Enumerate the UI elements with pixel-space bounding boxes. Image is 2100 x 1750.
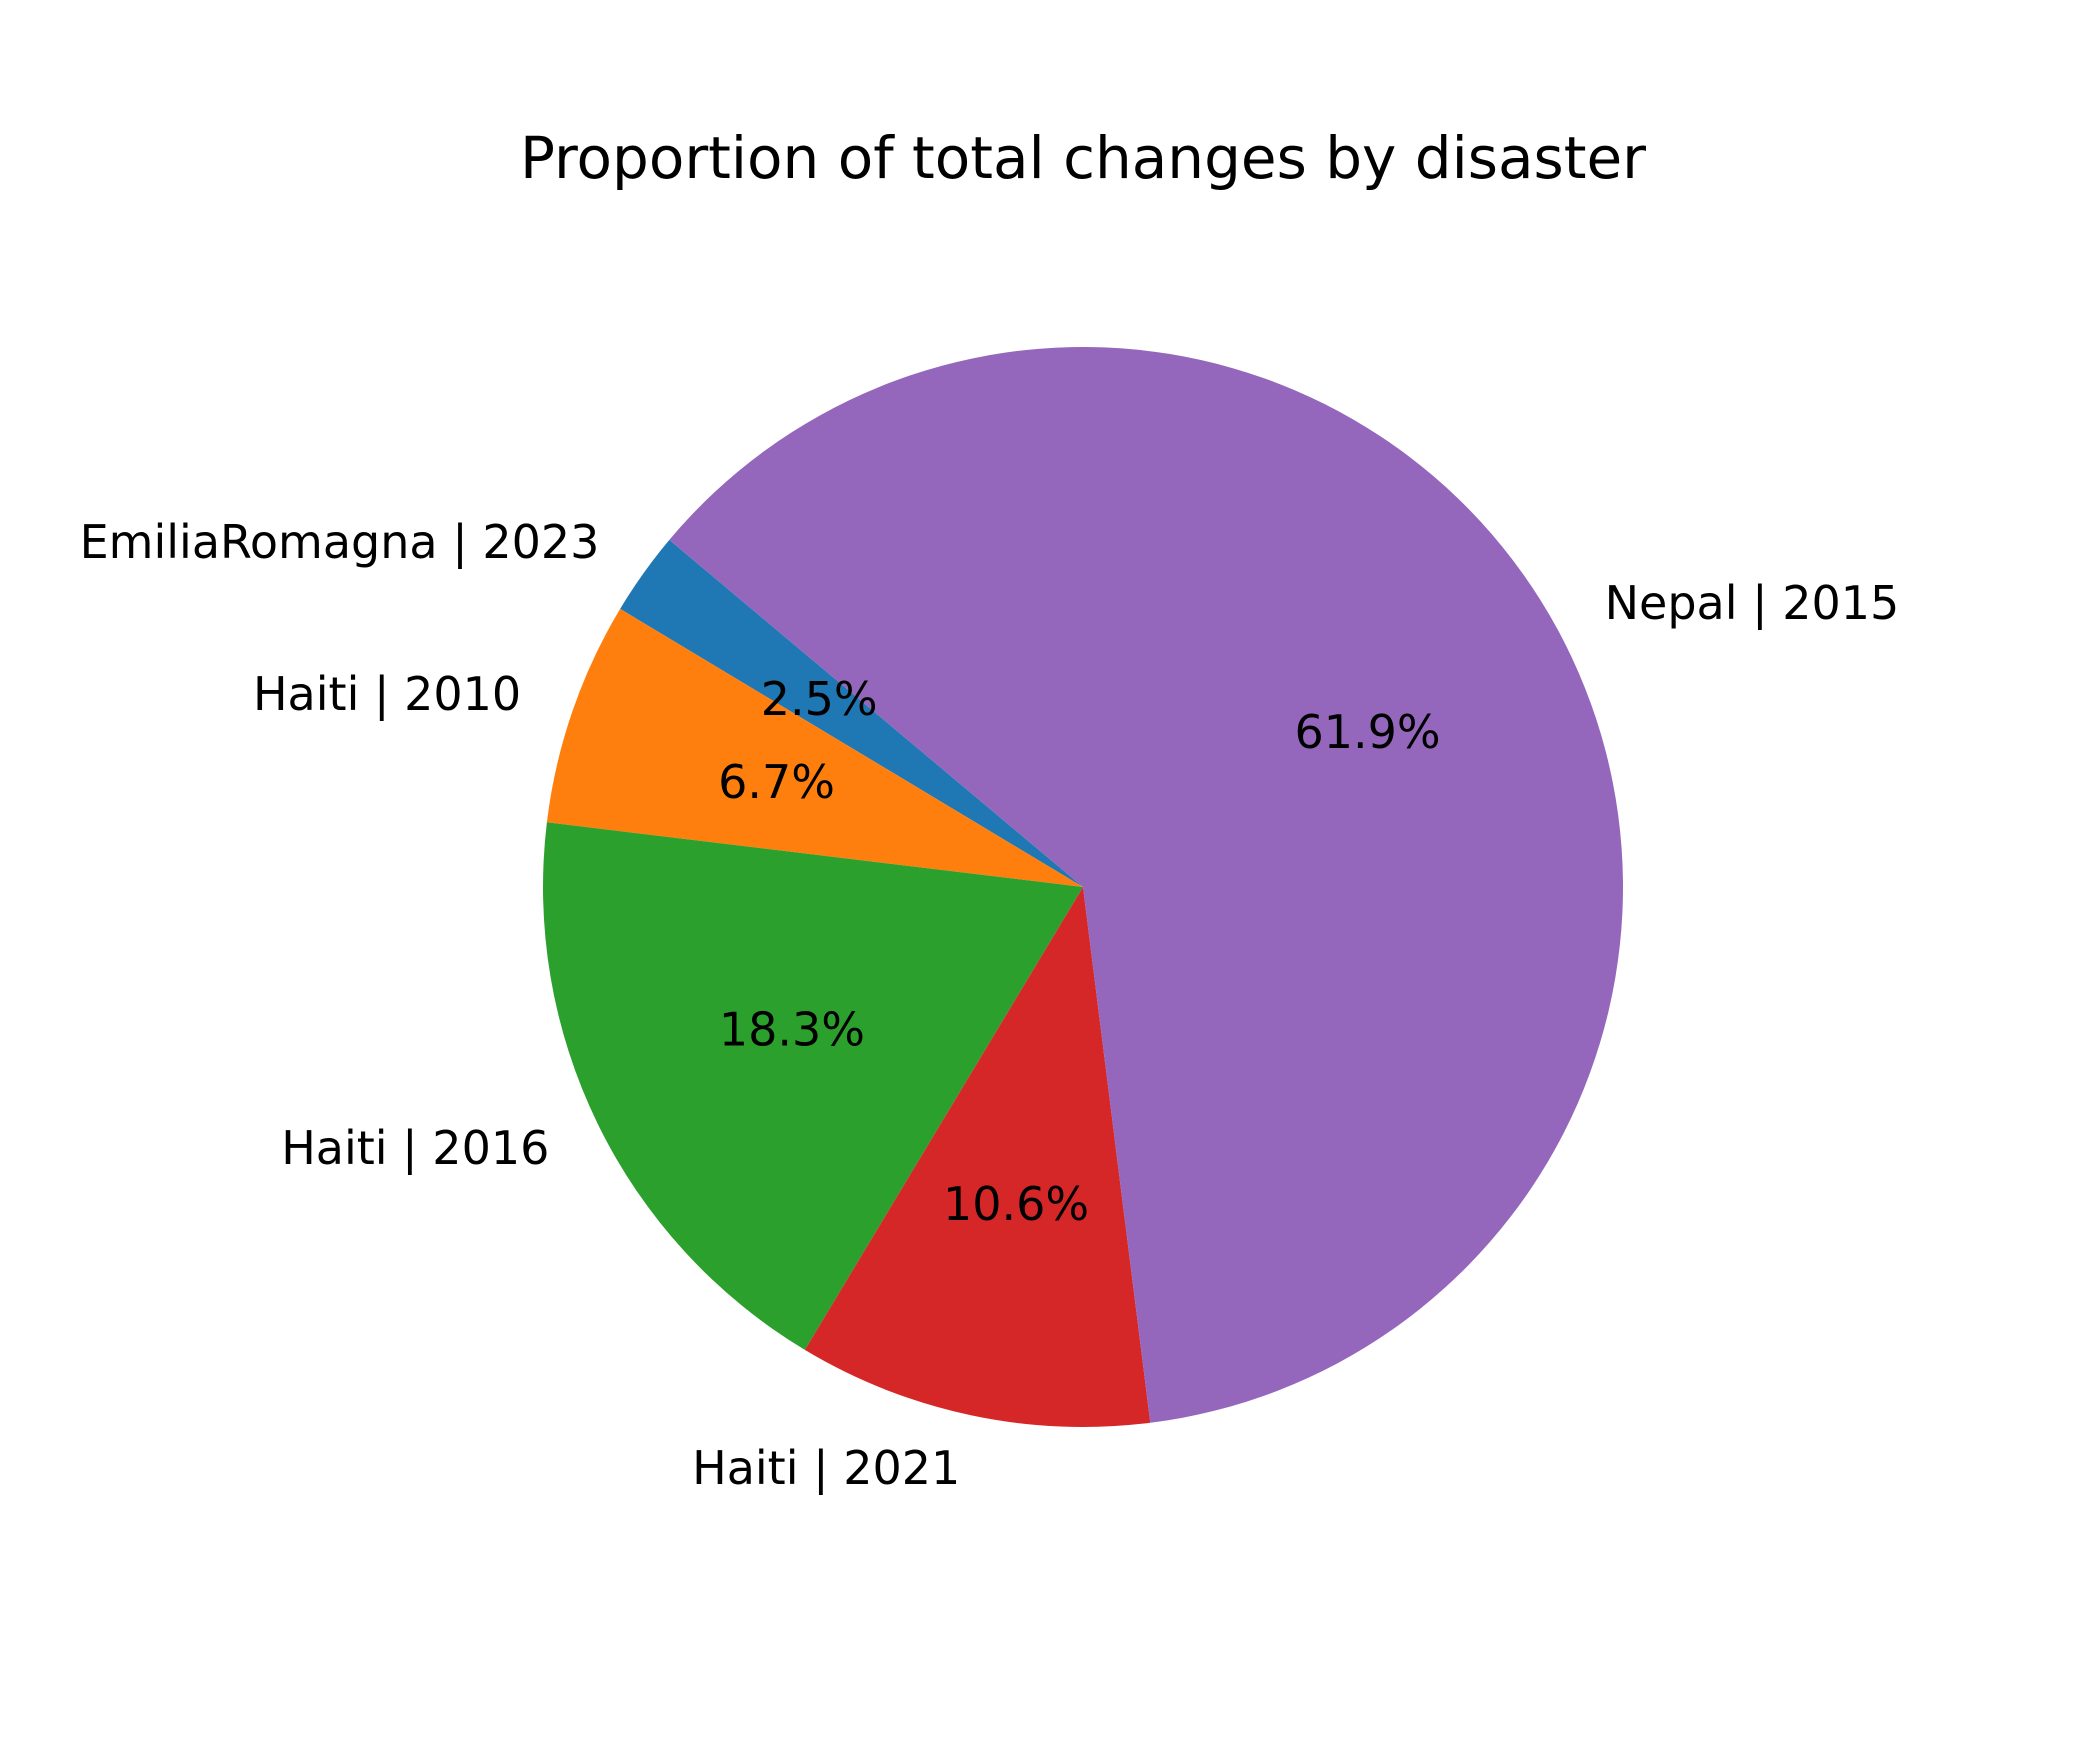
slice-percent-emiliaromagna-2023: 2.5% bbox=[761, 672, 878, 726]
slice-label-haiti-2021: Haiti | 2021 bbox=[692, 1441, 960, 1496]
slice-percent-haiti-2021: 10.6% bbox=[943, 1177, 1089, 1231]
slice-label-nepal-2015: Nepal | 2015 bbox=[1605, 576, 1900, 631]
slice-percent-haiti-2016: 18.3% bbox=[719, 1002, 865, 1056]
pie-slice-nepal-2015 bbox=[669, 347, 1623, 1423]
slice-percent-haiti-2010: 6.7% bbox=[718, 755, 835, 809]
chart-title: Proportion of total changes by disaster bbox=[520, 124, 1646, 192]
pie-slice-haiti-2021 bbox=[804, 887, 1151, 1428]
slice-label-emiliaromagna-2023: EmiliaRomagna | 2023 bbox=[80, 515, 600, 570]
slice-label-haiti-2016: Haiti | 2016 bbox=[281, 1121, 549, 1176]
pie-labels: EmiliaRomagna | 2023 2.5% Haiti | 2010 6.7%… bbox=[80, 515, 1900, 1496]
pie-slice-haiti-2010 bbox=[546, 608, 1083, 887]
pie-slices bbox=[543, 347, 1623, 1428]
pie-slice-emiliaromagna-2023 bbox=[620, 539, 1083, 887]
slice-label-haiti-2010: Haiti | 2010 bbox=[253, 667, 521, 722]
pie-slice-haiti-2016 bbox=[543, 822, 1083, 1350]
slice-percent-nepal-2015: 61.9% bbox=[1294, 705, 1440, 759]
